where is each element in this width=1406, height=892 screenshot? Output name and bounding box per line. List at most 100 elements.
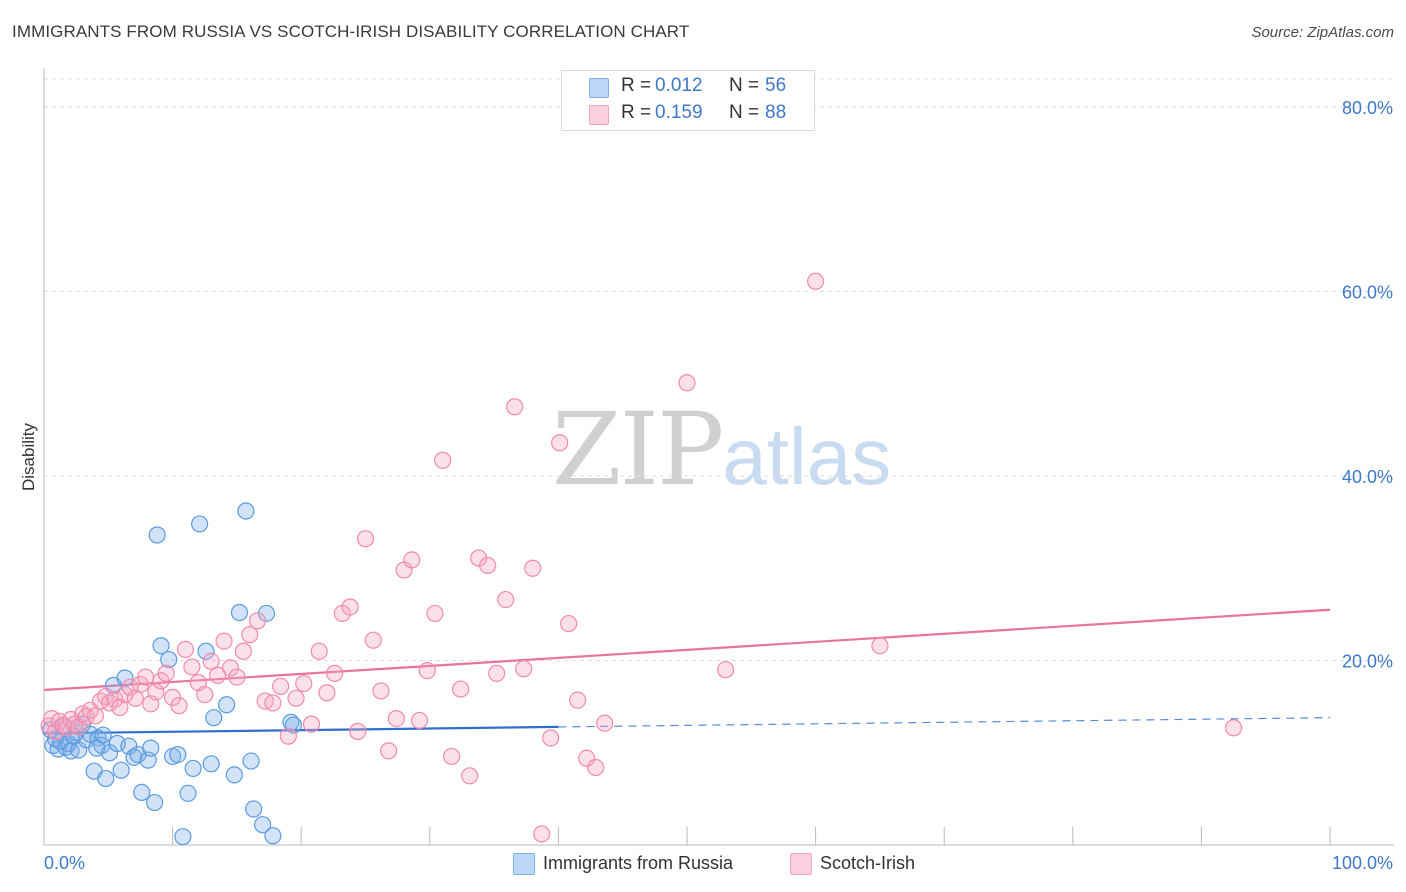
point-scotch-irish (341, 598, 359, 616)
trend-line-russia (43, 725, 559, 735)
bottom-legend-swatch-russia (513, 853, 535, 875)
point-scotch-irish (506, 398, 524, 416)
trend-line-scotch-irish (43, 608, 1331, 692)
point-russia (197, 642, 215, 660)
point-russia (245, 800, 263, 818)
point-scotch-irish (364, 631, 382, 649)
point-scotch-irish (86, 707, 105, 725)
legend-r-value: 0.012 (655, 75, 703, 96)
bottom-legend-label-russia: Immigrants from Russia (543, 853, 734, 873)
point-scotch-irish (578, 749, 596, 767)
point-scotch-irish (228, 668, 246, 686)
point-russia (133, 783, 151, 802)
y-tick-label: 40.0% (1342, 467, 1393, 487)
point-russia (218, 696, 236, 714)
legend-r-label: R = (621, 75, 652, 96)
point-scotch-irish (524, 559, 542, 577)
legend-n-value: 88 (765, 102, 787, 123)
point-scotch-irish (560, 614, 578, 633)
point-scotch-irish (295, 674, 313, 693)
point-russia (264, 827, 282, 845)
point-russia (284, 716, 303, 734)
point-russia (112, 761, 130, 779)
point-scotch-irish (443, 747, 461, 766)
x-tick-label: 100.0% (1332, 853, 1393, 873)
point-scotch-irish (488, 664, 506, 682)
point-scotch-irish (678, 374, 696, 392)
point-scotch-irish (248, 612, 267, 630)
point-scotch-irish (410, 711, 429, 730)
point-russia (160, 650, 178, 669)
point-scotch-irish (716, 661, 735, 679)
point-scotch-irish (452, 680, 470, 698)
point-scotch-irish (806, 272, 825, 290)
point-scotch-irish (403, 551, 421, 569)
point-scotch-irish (326, 664, 344, 682)
point-russia (116, 669, 134, 687)
point-scotch-irish (426, 604, 444, 623)
point-scotch-irish (202, 652, 220, 670)
point-russia (230, 603, 249, 622)
y-tick-label: 60.0% (1342, 282, 1393, 302)
point-scotch-irish (215, 632, 233, 650)
point-scotch-irish (176, 640, 195, 659)
point-scotch-irish (111, 698, 129, 717)
point-scotch-irish (287, 689, 305, 707)
axes (43, 68, 1394, 846)
point-scotch-irish (479, 556, 497, 575)
point-scotch-irish (418, 662, 436, 680)
point-russia (191, 515, 209, 533)
point-scotch-irish (221, 659, 240, 677)
point-scotch-irish (372, 682, 390, 700)
y-tick-label: 20.0% (1342, 651, 1393, 671)
point-scotch-irish (264, 694, 282, 712)
point-scotch-irish (241, 626, 259, 644)
point-scotch-irish (587, 758, 605, 777)
point-scotch-irish (147, 683, 165, 701)
point-scotch-irish (1224, 719, 1243, 737)
point-scotch-irish (461, 767, 479, 785)
data-points (40, 272, 1243, 846)
trend-line-russia-extension (558, 717, 1331, 728)
y-axis-label: Disability (19, 422, 38, 491)
point-scotch-irish (279, 727, 297, 745)
source-label: Source: ZipAtlas.com (1251, 24, 1394, 41)
point-scotch-irish (170, 697, 188, 715)
legend-swatch-russia (589, 78, 609, 98)
point-scotch-irish (871, 637, 889, 655)
bottom-legend-label-scotch-irish: Scotch-Irish (820, 853, 916, 873)
legend-r-label: R = (621, 102, 652, 123)
point-scotch-irish (387, 710, 405, 728)
point-russia (242, 752, 260, 770)
point-russia (184, 759, 202, 778)
point-scotch-irish (349, 722, 367, 741)
point-scotch-irish (596, 714, 614, 732)
chart-title: IMMIGRANTS FROM RUSSIA VS SCOTCH-IRISH D… (12, 22, 690, 41)
point-scotch-irish (121, 678, 139, 696)
point-scotch-irish (310, 642, 328, 660)
point-russia (225, 766, 243, 784)
point-russia (202, 755, 220, 773)
point-scotch-irish (318, 684, 336, 702)
point-russia (179, 784, 197, 802)
point-scotch-irish (196, 686, 214, 704)
axis-labels: 20.0% 40.0% 60.0% 80.0% 0.0% 100.0% Disability (19, 98, 1393, 873)
point-russia (174, 828, 192, 846)
point-scotch-irish (302, 715, 321, 733)
legend-n-value: 56 (765, 75, 787, 96)
point-russia (254, 816, 272, 834)
correlation-legend: R = 0.012 N = 56 R = 0.159 N = 88 (561, 70, 815, 131)
point-scotch-irish (183, 658, 201, 676)
y-tick-label: 80.0% (1342, 98, 1393, 118)
point-scotch-irish (569, 691, 587, 709)
point-russia (148, 526, 166, 544)
legend-n-label: N = (729, 102, 760, 123)
point-scotch-irish (157, 664, 175, 682)
point-scotch-irish (106, 690, 124, 708)
point-russia (145, 793, 164, 812)
legend-n-label: N = (729, 75, 760, 96)
point-scotch-irish (356, 530, 375, 548)
point-russia (205, 709, 223, 727)
point-russia (282, 713, 300, 731)
